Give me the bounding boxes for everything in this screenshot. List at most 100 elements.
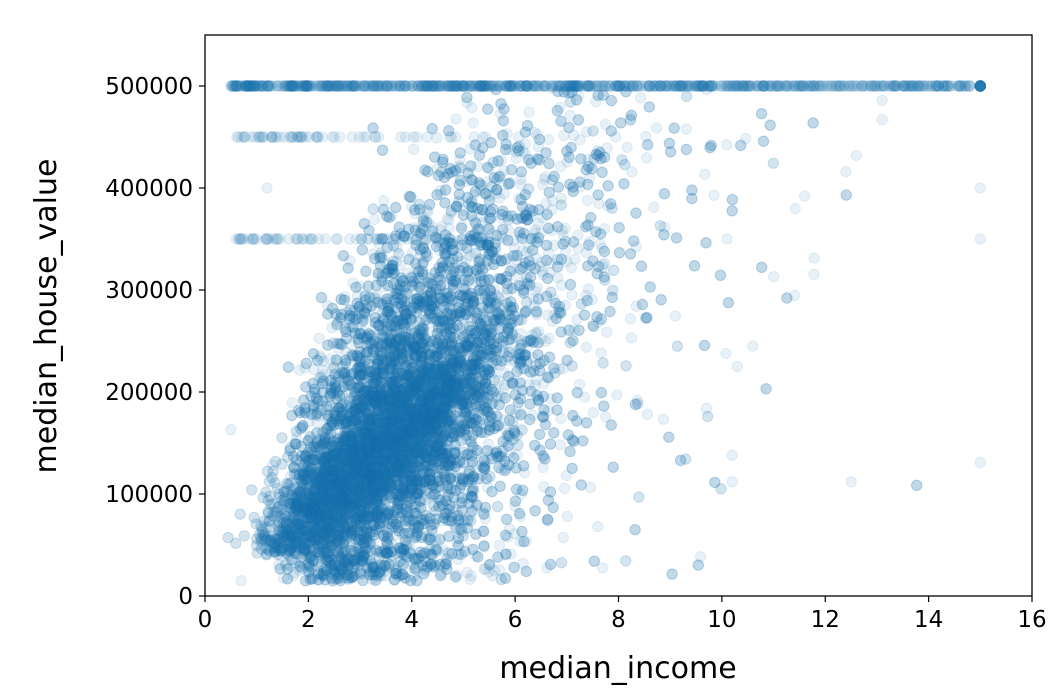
scatter-point (412, 552, 424, 564)
scatter-point (440, 488, 452, 501)
scatter-point (465, 570, 477, 582)
scatter-point (465, 298, 477, 310)
scatter-point (399, 432, 411, 445)
scatter-point (352, 356, 364, 369)
scatter-point (600, 411, 612, 423)
scatter-point (412, 334, 425, 346)
scatter-point (400, 324, 412, 336)
scatter-point (507, 415, 519, 427)
scatter-point (349, 561, 362, 574)
scatter-point (467, 117, 479, 129)
scatter-point (473, 284, 486, 296)
scatter-point (484, 351, 497, 363)
scatter-point (466, 384, 478, 396)
scatter-point (325, 541, 338, 553)
scatter-point (371, 385, 383, 398)
scatter-point (412, 345, 424, 357)
scatter-point (396, 519, 408, 531)
scatter-point (376, 432, 388, 444)
scatter-point (406, 375, 419, 388)
scatter-point (398, 335, 411, 348)
scatter-point (808, 268, 820, 281)
scatter-point (380, 437, 393, 449)
scatter-point (296, 488, 308, 500)
scatter-point (641, 152, 653, 164)
scatter-point (477, 525, 489, 537)
scatter-point (376, 455, 389, 467)
scatter-point (385, 401, 397, 413)
scatter-point (372, 449, 384, 461)
scatter-point (311, 397, 324, 409)
scatter-point (356, 361, 368, 374)
scatter-point (398, 390, 410, 403)
scatter-point (338, 553, 350, 565)
scatter-point (404, 540, 416, 552)
scatter-point (341, 477, 353, 489)
scatter-point (424, 423, 436, 436)
scatter-point (621, 141, 633, 154)
scatter-point (344, 407, 356, 419)
scatter-point (385, 334, 397, 347)
scatter-point (322, 409, 334, 421)
scatter-point (468, 378, 480, 390)
scatter-point (352, 495, 365, 507)
scatter-point (371, 468, 383, 480)
scatter-point (471, 460, 483, 473)
scatter-point (323, 395, 335, 407)
scatter-point (420, 530, 432, 542)
scatter-point (631, 394, 644, 406)
scatter-point (347, 457, 359, 469)
scatter-point (557, 531, 569, 544)
scatter-point (587, 407, 599, 419)
scatter-point (437, 411, 449, 424)
scatter-point (416, 351, 429, 363)
scatter-point (488, 351, 501, 363)
scatter-point (708, 189, 720, 202)
scatter-point (536, 333, 548, 345)
scatter-point (361, 451, 373, 464)
scatter-point (721, 139, 733, 151)
scatter-point (362, 440, 374, 453)
scatter-point (407, 452, 420, 465)
scatter-point (290, 500, 302, 512)
scatter-point (625, 332, 638, 344)
scatter-point (503, 224, 515, 237)
scatter-point (308, 506, 320, 519)
scatter-point (323, 549, 335, 561)
scatter-point (699, 168, 711, 181)
scatter-point (385, 448, 397, 461)
scatter-point (447, 501, 459, 513)
scatter-point (386, 428, 398, 441)
scatter-point (391, 315, 404, 327)
scatter-point (267, 459, 279, 471)
scatter-point (301, 525, 313, 537)
scatter-point (344, 419, 357, 432)
scatter-point (298, 547, 311, 559)
scatter-point (558, 482, 571, 495)
scatter-point (319, 486, 331, 498)
scatter-point (389, 403, 401, 415)
scatter-point (529, 227, 541, 239)
scatter-point (561, 510, 574, 523)
scatter-point (376, 546, 388, 559)
scatter-point (650, 122, 663, 134)
scatter-point (542, 309, 554, 321)
scatter-point (339, 431, 351, 443)
scatter-point (438, 467, 450, 479)
scatter-point (312, 574, 324, 586)
scatter-point (407, 420, 419, 432)
scatter-point (348, 421, 360, 433)
scatter-point (487, 570, 499, 582)
scatter-point (369, 470, 381, 482)
scatter-point (314, 494, 326, 507)
scatter-point (388, 389, 400, 402)
scatter-point (466, 389, 479, 401)
scatter-point (358, 451, 371, 463)
scatter-point (391, 419, 403, 431)
scatter-point (313, 332, 325, 344)
scatter-point (386, 513, 398, 525)
scatter-point (410, 349, 422, 362)
scatter-point (526, 232, 539, 244)
scatter-point (366, 414, 379, 426)
